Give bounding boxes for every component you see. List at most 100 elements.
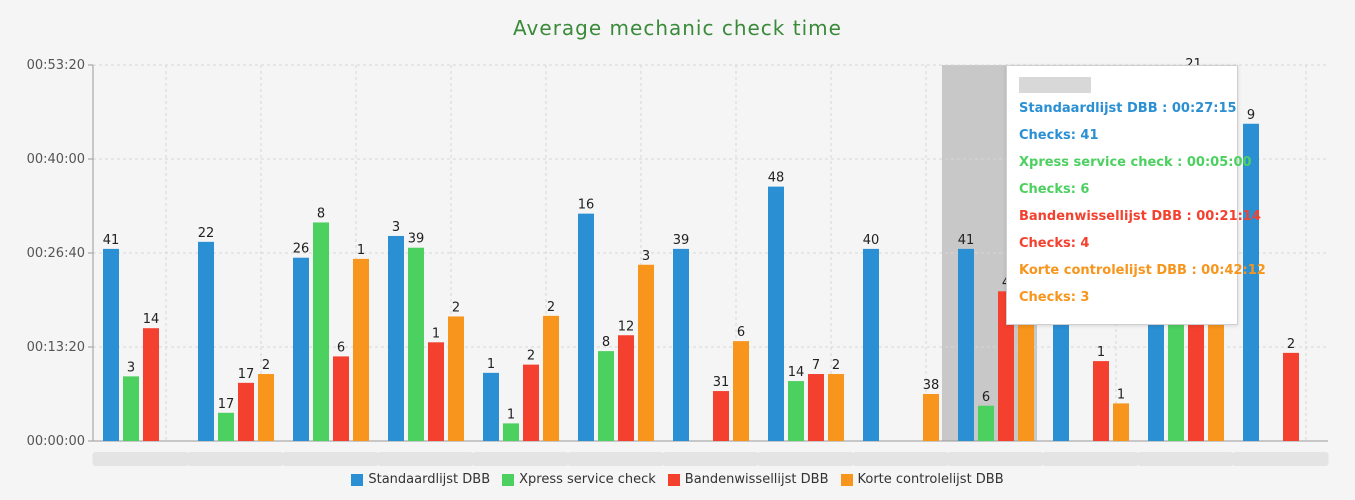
bar-label: 41 — [103, 233, 120, 248]
bar — [788, 381, 804, 441]
bar-label: 41 — [958, 233, 975, 248]
legend-label: Xpress service check — [519, 472, 656, 487]
bar — [103, 248, 119, 441]
bar-label: 22 — [198, 226, 215, 241]
bar-label: 8 — [317, 206, 325, 221]
bar-label: 40 — [863, 233, 880, 248]
tooltip-line: Xpress service check : 00:05:00 — [1019, 155, 1252, 170]
bar — [713, 391, 729, 441]
tooltip-redacted-header — [1019, 77, 1091, 93]
legend-swatch — [840, 473, 853, 486]
bar — [143, 328, 159, 441]
bar-label: 2 — [452, 300, 460, 315]
tooltip-line: Checks: 6 — [1019, 182, 1090, 197]
bar — [353, 258, 369, 441]
legend-swatch — [502, 473, 515, 486]
y-tick-label: 00:13:20 — [27, 340, 85, 355]
bar-label: 3 — [127, 360, 135, 375]
y-tick-label: 00:00:00 — [27, 434, 85, 449]
legend-label: Standaardlijst DBB — [368, 472, 491, 487]
bar-label: 2 — [1287, 337, 1295, 352]
legend-item[interactable]: Standaardlijst DBB — [351, 472, 490, 487]
legend: Standaardlijst DBB Xpress service check Ba… — [0, 472, 1355, 487]
bar — [218, 412, 234, 441]
x-tick-label-redacted — [662, 452, 759, 466]
legend-label: Korte controlelijst DBB — [857, 472, 1004, 487]
bar-label: 8 — [602, 335, 610, 350]
bar — [448, 316, 464, 441]
y-tick-label: 00:40:00 — [27, 152, 85, 167]
x-tick-label-redacted — [1232, 452, 1329, 466]
bar — [1018, 291, 1034, 441]
bar — [598, 351, 614, 441]
legend-item[interactable]: Bandenwissellijst DBB — [667, 472, 829, 487]
bar — [1283, 352, 1299, 441]
tooltip-line: Standaardlijst DBB : 00:27:15 — [1019, 101, 1237, 116]
bar-label: 48 — [768, 171, 785, 186]
y-tick-label: 00:26:40 — [27, 246, 85, 261]
legend-item[interactable]: Korte controlelijst DBB — [840, 472, 1004, 487]
bar-label: 7 — [812, 358, 820, 373]
legend-item[interactable]: Xpress service check — [502, 472, 656, 487]
bar-label: 1 — [1117, 387, 1125, 402]
bar — [578, 213, 594, 441]
bar-label: 31 — [713, 375, 730, 390]
bar — [998, 291, 1014, 441]
bar-label: 6 — [737, 325, 745, 340]
bar — [828, 374, 844, 441]
bar-label: 2 — [527, 349, 535, 364]
tooltip-line: Checks: 4 — [1019, 236, 1090, 251]
chart-tooltip: Standaardlijst DBB : 00:27:15 Checks: 41… — [1006, 65, 1266, 325]
x-tick-label-redacted — [567, 452, 664, 466]
bar-label: 9 — [1247, 108, 1255, 123]
bar-label: 1 — [357, 243, 365, 258]
bar-label: 17 — [218, 397, 235, 412]
chart-title: Average mechanic check time — [513, 16, 842, 40]
bar — [618, 335, 634, 441]
bar — [428, 342, 444, 441]
bar-label: 1 — [1097, 345, 1105, 360]
bar — [923, 394, 939, 441]
y-tick-label: 00:53:20 — [27, 58, 85, 73]
bar — [483, 372, 499, 441]
x-tick-label-redacted — [1042, 452, 1139, 466]
tooltip-line: Checks: 41 — [1019, 128, 1099, 143]
bar-label: 14 — [143, 312, 160, 327]
bar — [978, 405, 994, 441]
legend-label: Bandenwissellijst DBB — [684, 472, 829, 487]
bar — [238, 382, 254, 441]
bar — [1243, 123, 1259, 441]
x-tick-label-redacted — [282, 452, 379, 466]
bar — [503, 423, 519, 441]
bar-label: 39 — [673, 233, 690, 248]
bar — [638, 264, 654, 441]
bar-label: 6 — [337, 340, 345, 355]
bar-label: 1 — [507, 407, 515, 422]
bar — [523, 364, 539, 441]
bar — [198, 241, 214, 441]
bar-label: 14 — [788, 365, 805, 380]
bar — [313, 222, 329, 441]
bar-label: 2 — [832, 358, 840, 373]
bar — [733, 341, 749, 441]
x-tick-label-redacted — [1137, 452, 1234, 466]
x-tick-label-redacted — [947, 452, 1044, 466]
x-tick-label-redacted — [852, 452, 949, 466]
x-tick-label-redacted — [92, 452, 189, 466]
bar — [293, 257, 309, 441]
bar — [388, 235, 404, 441]
bar — [1093, 361, 1109, 441]
bar — [123, 376, 139, 441]
bar-label: 26 — [293, 242, 310, 257]
bar-label: 1 — [432, 326, 440, 341]
bar — [258, 374, 274, 441]
bar-label: 17 — [238, 367, 255, 382]
bar — [543, 315, 559, 441]
bar-label: 1 — [487, 357, 495, 372]
bar-label: 2 — [262, 358, 270, 373]
x-tick-label-redacted — [472, 452, 569, 466]
bar — [808, 374, 824, 441]
x-tick-label-redacted — [187, 452, 284, 466]
bar — [863, 248, 879, 441]
bar-label: 3 — [392, 220, 400, 235]
